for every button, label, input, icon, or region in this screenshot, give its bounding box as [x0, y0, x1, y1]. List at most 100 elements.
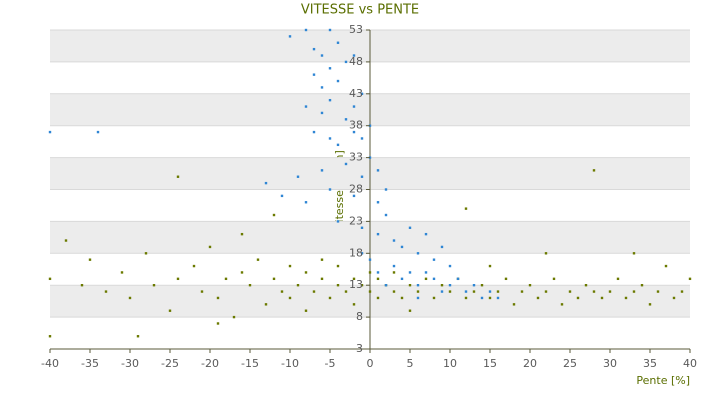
point [384, 188, 388, 191]
point [448, 290, 452, 293]
x-tick-label: 30 [603, 357, 617, 370]
point [200, 290, 204, 293]
point [48, 277, 52, 281]
point [392, 290, 396, 293]
point [664, 264, 668, 268]
point [392, 264, 396, 268]
x-tick-label: 10 [443, 357, 457, 370]
point [240, 271, 244, 274]
point [352, 105, 356, 108]
x-axis-title: Pente [%] [636, 374, 690, 387]
point [320, 86, 324, 89]
point [320, 277, 324, 281]
point [208, 245, 212, 249]
point [320, 54, 324, 57]
point [352, 277, 356, 281]
point [464, 296, 468, 300]
point [528, 284, 532, 287]
point [440, 284, 444, 287]
point [400, 277, 404, 281]
point [576, 296, 580, 300]
point [424, 232, 428, 236]
point [408, 271, 412, 274]
x-tick-label: -40 [41, 357, 59, 370]
point [432, 296, 436, 300]
point [224, 277, 228, 281]
x-tick-label: -35 [81, 357, 99, 370]
point [288, 35, 292, 38]
point [88, 258, 92, 261]
point [232, 315, 236, 319]
point [568, 290, 572, 293]
point [448, 284, 452, 287]
point [64, 239, 68, 242]
point [488, 296, 492, 300]
point [504, 277, 508, 281]
point [176, 277, 180, 281]
point [352, 194, 356, 198]
point [264, 181, 268, 185]
point [440, 290, 444, 293]
point [304, 105, 308, 108]
point [640, 284, 644, 287]
point [688, 277, 692, 281]
point [352, 303, 356, 306]
point [360, 226, 364, 229]
point [96, 130, 100, 134]
point [240, 232, 244, 236]
y-tick-label: 33 [349, 151, 363, 164]
point [360, 175, 364, 178]
point [336, 220, 340, 223]
point [352, 54, 356, 57]
y-tick-label: 3 [356, 342, 363, 355]
point [656, 290, 660, 293]
x-tick-label: 0 [367, 357, 374, 370]
point [216, 322, 220, 325]
point [320, 111, 324, 115]
point [288, 264, 292, 268]
point [352, 130, 356, 134]
point [464, 290, 468, 293]
point [376, 296, 380, 300]
point [368, 258, 372, 261]
point [280, 290, 284, 293]
point [464, 207, 468, 210]
point [312, 47, 316, 51]
point [400, 245, 404, 249]
point [544, 290, 548, 293]
point [120, 271, 124, 274]
point [512, 303, 516, 306]
x-tick-label: -15 [241, 357, 259, 370]
y-tick-label: 28 [349, 183, 363, 196]
point [416, 252, 420, 255]
point [472, 290, 476, 293]
x-tick-label: 25 [563, 357, 577, 370]
point [432, 277, 436, 281]
point [560, 303, 564, 306]
point [168, 309, 172, 312]
point [176, 175, 180, 178]
point [592, 290, 596, 293]
point [328, 137, 332, 140]
point [632, 290, 636, 293]
point [448, 264, 452, 268]
point [456, 277, 460, 281]
point [328, 98, 332, 102]
point [312, 130, 316, 134]
point [432, 258, 436, 261]
point [296, 175, 300, 178]
point [680, 290, 684, 293]
point [488, 290, 492, 293]
point [344, 60, 348, 64]
point [304, 28, 308, 32]
x-tick-label: -20 [201, 357, 219, 370]
point [584, 284, 588, 287]
point [136, 335, 140, 338]
point [344, 162, 348, 166]
point [296, 284, 300, 287]
y-tick-label: 8 [356, 310, 363, 323]
point [48, 130, 52, 134]
point [304, 271, 308, 274]
point [376, 169, 380, 172]
point [336, 143, 340, 147]
